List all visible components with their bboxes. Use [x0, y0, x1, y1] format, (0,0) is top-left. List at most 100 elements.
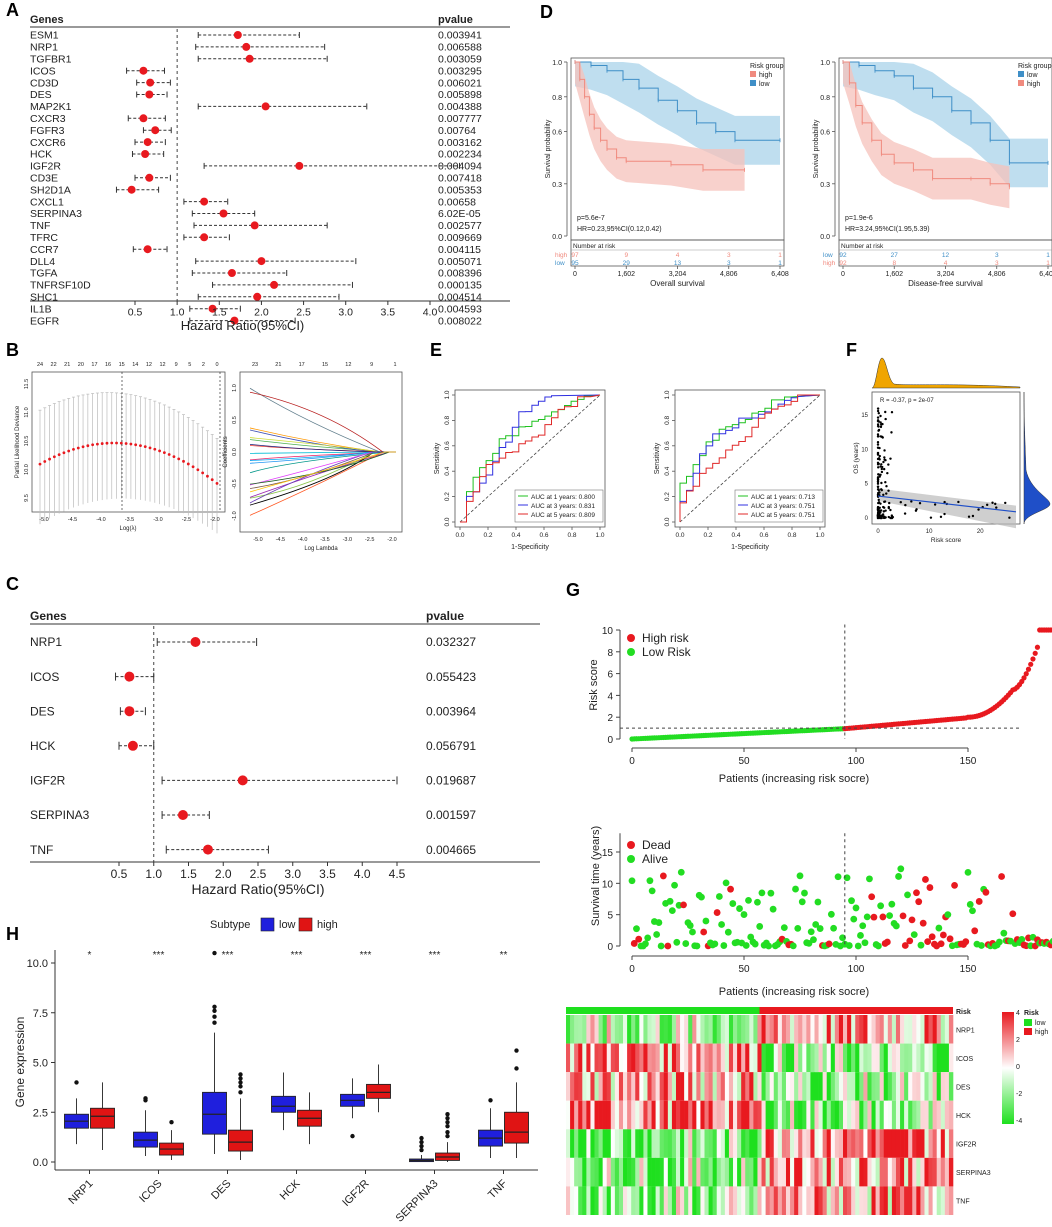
- risk-x-axis-label: Patients (increasing risk socre): [719, 773, 869, 785]
- scatter-point: [877, 443, 879, 445]
- heatmap-cell: [652, 1101, 656, 1130]
- heatmap-cell: [814, 1101, 818, 1130]
- heatmap-cell: [586, 1101, 590, 1130]
- heatmap-cell: [782, 1186, 786, 1215]
- survival-point: [951, 882, 958, 889]
- risk-x-tick-label: 0: [629, 756, 635, 767]
- survival-point: [729, 900, 736, 907]
- heatmap-cell: [696, 1044, 700, 1073]
- heatmap-cell: [717, 1015, 721, 1044]
- heatmap-cell: [823, 1129, 827, 1158]
- heatmap-cell: [924, 1044, 928, 1073]
- heatmap-cell: [757, 1129, 761, 1158]
- heatmap-cell: [908, 1101, 912, 1130]
- heatmap-cell: [819, 1158, 823, 1187]
- heatmap-cell: [692, 1129, 696, 1158]
- box-outlier: [445, 1120, 449, 1124]
- heatmap-cell: [713, 1129, 717, 1158]
- km-legend-label: low: [759, 81, 770, 88]
- box-outlier: [419, 1144, 423, 1148]
- heatmap-cell: [896, 1044, 900, 1073]
- box-outlier: [143, 1096, 147, 1100]
- survival-point: [848, 897, 855, 904]
- heatmap-cell: [941, 1015, 945, 1044]
- heatmap-cell: [647, 1158, 651, 1187]
- heatmap-cell: [904, 1186, 908, 1215]
- roc-x-tick-label: 0.8: [567, 532, 576, 539]
- heatmap-cell: [863, 1072, 867, 1101]
- heatmap-cell: [949, 1044, 953, 1073]
- heatmap-cell: [851, 1129, 855, 1158]
- heatmap-cell: [786, 1044, 790, 1073]
- survival-point: [745, 897, 752, 904]
- heatmap-cell: [774, 1072, 778, 1101]
- heatmap-cell: [578, 1015, 582, 1044]
- heatmap-cell: [595, 1101, 599, 1130]
- heatmap-cell: [570, 1015, 574, 1044]
- scatter-point: [887, 463, 889, 465]
- heatmap-cell: [745, 1015, 749, 1044]
- surv-y-tick-label: 0: [607, 942, 613, 953]
- km-risk-count: 8: [892, 260, 896, 267]
- heatmap-legend-label: high: [1035, 1029, 1048, 1036]
- heatmap-cell: [725, 1072, 729, 1101]
- heatmap-cell: [847, 1129, 851, 1158]
- survival-point: [846, 942, 853, 949]
- forest-x-axis-label: Hazard Ratio(95%CI): [191, 881, 324, 897]
- heatmap-cell: [668, 1072, 672, 1101]
- heatmap-cell: [741, 1072, 745, 1101]
- roc-x-tick-label: 0.2: [703, 532, 712, 539]
- roc-x-tick-label: 0.6: [759, 532, 768, 539]
- heatmap-cell: [749, 1129, 753, 1158]
- heatmap-cell: [884, 1101, 888, 1130]
- heatmap-cell: [647, 1044, 651, 1073]
- survival-point: [859, 922, 866, 929]
- forest-x-tick-label: 3.0: [338, 307, 353, 319]
- box-outlier: [419, 1140, 423, 1144]
- heatmap-cell: [566, 1158, 570, 1187]
- heatmap-cell: [574, 1129, 578, 1158]
- heatmap-cell: [900, 1101, 904, 1130]
- heatmap-cell: [749, 1044, 753, 1073]
- heatmap-cell: [725, 1158, 729, 1187]
- box-outlier: [488, 1098, 492, 1102]
- heatmap-cell: [802, 1101, 806, 1130]
- coef-x-tick-label: -2.0: [387, 537, 396, 543]
- cv-deviance-point: [211, 478, 214, 481]
- cv-deviance-point: [163, 451, 166, 454]
- heatmap-cell: [847, 1101, 851, 1130]
- scatter-point: [877, 433, 879, 435]
- forest-hr-point: [257, 257, 265, 265]
- heatmap-cell: [595, 1186, 599, 1215]
- cv-deviance-point: [129, 443, 132, 446]
- box-outlier: [238, 1072, 242, 1076]
- coef-x-tick-label: -5.0: [253, 537, 262, 543]
- heatmap-cell: [745, 1044, 749, 1073]
- heatmap-cell: [639, 1186, 643, 1215]
- heatmap-cell: [790, 1129, 794, 1158]
- heatmap-cell: [660, 1186, 664, 1215]
- heatmap-cell: [896, 1072, 900, 1101]
- surv-legend-marker: [627, 841, 635, 849]
- risk-y-tick-label: 6: [607, 670, 613, 681]
- cv-top-tick-label: 2: [202, 362, 205, 368]
- forest-hr-point: [145, 91, 153, 99]
- heatmap-cell: [872, 1129, 876, 1158]
- heatmap-cell: [810, 1186, 814, 1215]
- heatmap-cell: [599, 1158, 603, 1187]
- heatmap-cell: [570, 1186, 574, 1215]
- heatmap-cell: [880, 1072, 884, 1101]
- heatmap-cell: [611, 1015, 615, 1044]
- heatmap-cell: [876, 1186, 880, 1215]
- heatmap-cell: [863, 1044, 867, 1073]
- forest-pvalue: 0.000135: [438, 280, 482, 292]
- cv-deviance-point: [101, 442, 104, 445]
- heatmap-cell: [647, 1072, 651, 1101]
- km-x-tick-label: 0: [841, 271, 845, 278]
- heatmap-cell: [737, 1044, 741, 1073]
- heatmap-cell: [924, 1101, 928, 1130]
- cv-deviance-point: [182, 460, 185, 463]
- roc-legend-label: AUC at 3 years: 0.751: [751, 503, 815, 510]
- heatmap-cell: [806, 1015, 810, 1044]
